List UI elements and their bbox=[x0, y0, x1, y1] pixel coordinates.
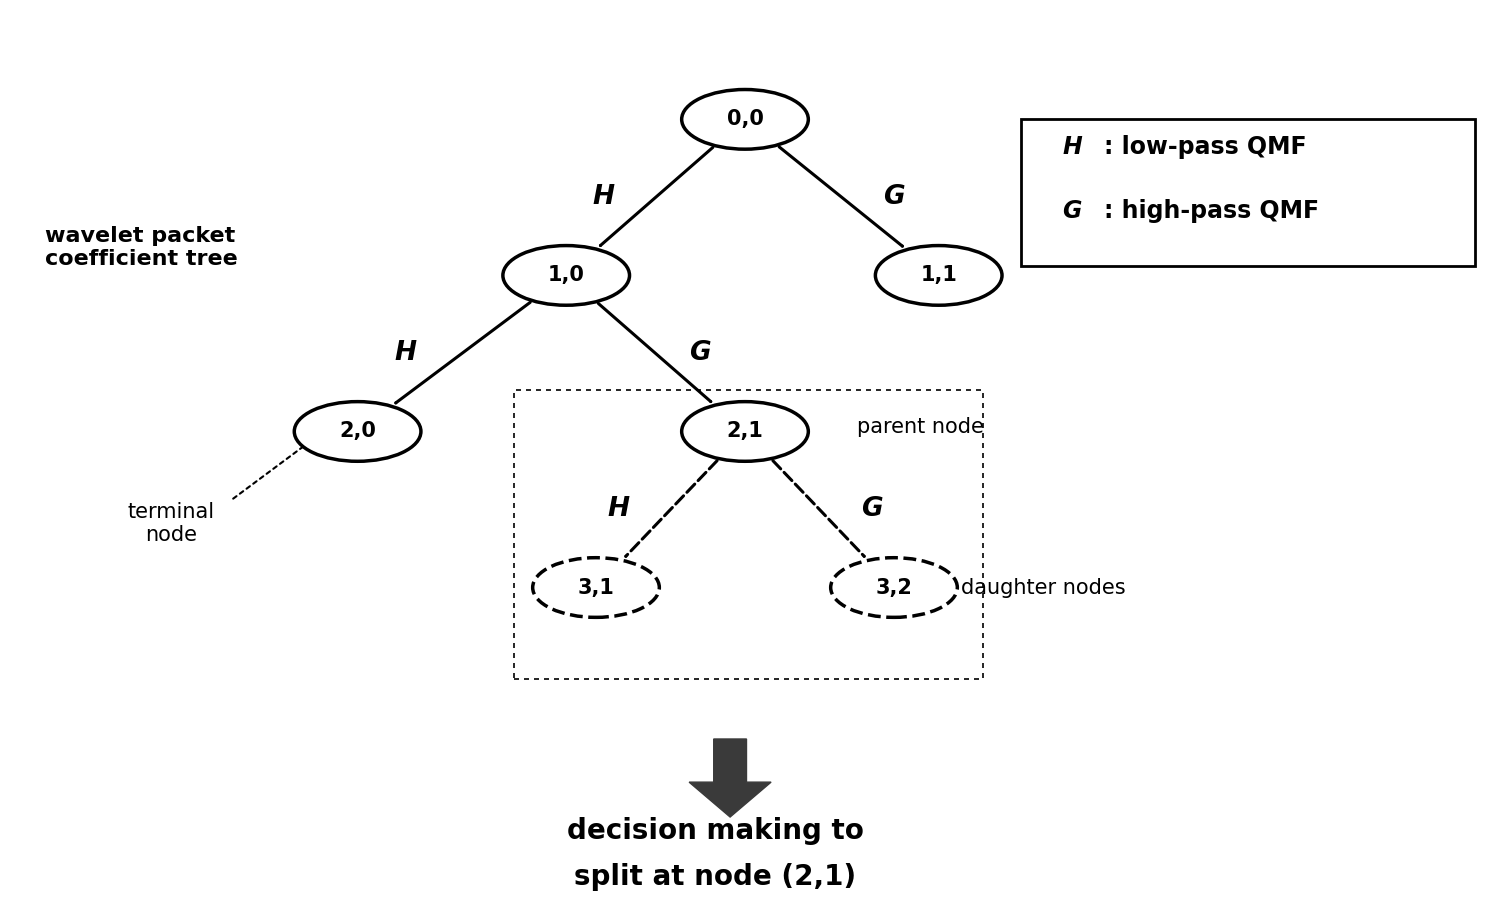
Text: 1,1: 1,1 bbox=[921, 265, 957, 285]
Text: 2,0: 2,0 bbox=[340, 421, 375, 442]
Text: H: H bbox=[608, 497, 629, 522]
Text: : high-pass QMF: : high-pass QMF bbox=[1104, 199, 1319, 223]
Text: wavelet packet
coefficient tree: wavelet packet coefficient tree bbox=[45, 226, 237, 270]
Ellipse shape bbox=[294, 402, 420, 461]
FancyArrowPatch shape bbox=[626, 461, 717, 556]
Ellipse shape bbox=[830, 557, 957, 617]
FancyArrowPatch shape bbox=[232, 439, 314, 498]
Text: G: G bbox=[690, 341, 711, 366]
FancyArrowPatch shape bbox=[396, 302, 530, 403]
Text: 3,2: 3,2 bbox=[876, 577, 912, 598]
Text: H: H bbox=[395, 341, 416, 366]
Text: 2,1: 2,1 bbox=[727, 421, 763, 442]
Text: split at node (2,1): split at node (2,1) bbox=[574, 863, 857, 890]
Ellipse shape bbox=[681, 402, 808, 461]
Text: G: G bbox=[861, 497, 882, 522]
Ellipse shape bbox=[876, 245, 1001, 306]
Text: parent node: parent node bbox=[857, 417, 983, 437]
Text: 3,1: 3,1 bbox=[578, 577, 614, 598]
Text: : low-pass QMF: : low-pass QMF bbox=[1104, 135, 1307, 159]
Text: G: G bbox=[1062, 199, 1082, 223]
Text: daughter nodes: daughter nodes bbox=[961, 577, 1125, 598]
Text: decision making to: decision making to bbox=[566, 817, 864, 845]
FancyArrowPatch shape bbox=[599, 304, 711, 401]
FancyArrow shape bbox=[688, 739, 772, 817]
Ellipse shape bbox=[681, 90, 808, 150]
Text: H: H bbox=[593, 185, 614, 210]
FancyArrowPatch shape bbox=[773, 461, 864, 556]
FancyArrowPatch shape bbox=[779, 147, 903, 246]
FancyArrowPatch shape bbox=[600, 148, 712, 245]
Text: G: G bbox=[884, 185, 904, 210]
FancyBboxPatch shape bbox=[1021, 119, 1475, 266]
Text: terminal
node: terminal node bbox=[128, 501, 215, 545]
Text: H: H bbox=[1062, 135, 1082, 159]
Text: 0,0: 0,0 bbox=[727, 109, 763, 129]
Ellipse shape bbox=[532, 557, 659, 617]
Ellipse shape bbox=[504, 245, 630, 306]
Text: 1,0: 1,0 bbox=[548, 265, 584, 285]
